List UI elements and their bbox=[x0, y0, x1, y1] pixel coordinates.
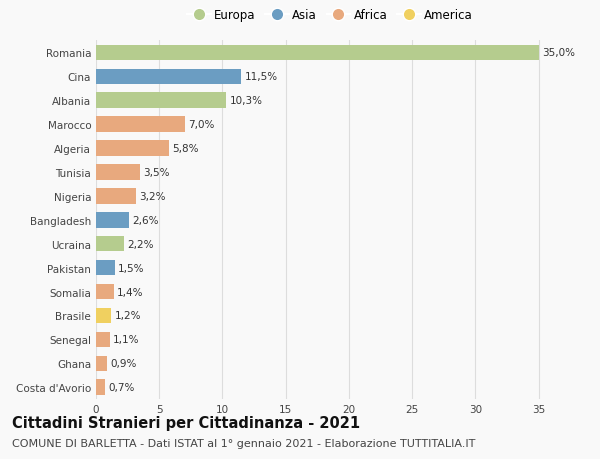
Text: 1,5%: 1,5% bbox=[118, 263, 145, 273]
Bar bbox=[96, 117, 185, 133]
Bar bbox=[96, 189, 136, 204]
Text: 3,5%: 3,5% bbox=[143, 168, 170, 178]
Bar bbox=[96, 236, 124, 252]
Bar bbox=[96, 45, 539, 61]
Text: 0,7%: 0,7% bbox=[108, 382, 134, 392]
Bar bbox=[96, 141, 169, 157]
Text: 0,9%: 0,9% bbox=[110, 358, 137, 369]
Bar bbox=[96, 69, 241, 85]
Bar bbox=[96, 260, 115, 276]
Text: 3,2%: 3,2% bbox=[140, 191, 166, 202]
Bar bbox=[96, 380, 105, 395]
Text: 35,0%: 35,0% bbox=[542, 48, 575, 58]
Text: 2,2%: 2,2% bbox=[127, 239, 154, 249]
Text: 1,4%: 1,4% bbox=[117, 287, 143, 297]
Legend: Europa, Asia, Africa, America: Europa, Asia, Africa, America bbox=[182, 4, 478, 27]
Text: Cittadini Stranieri per Cittadinanza - 2021: Cittadini Stranieri per Cittadinanza - 2… bbox=[12, 415, 360, 431]
Bar bbox=[96, 308, 111, 324]
Text: 1,1%: 1,1% bbox=[113, 335, 140, 345]
Text: 10,3%: 10,3% bbox=[229, 96, 262, 106]
Text: 11,5%: 11,5% bbox=[245, 72, 278, 82]
Text: 2,6%: 2,6% bbox=[132, 215, 158, 225]
Bar bbox=[96, 93, 226, 109]
Text: 7,0%: 7,0% bbox=[188, 120, 214, 130]
Bar bbox=[96, 356, 107, 371]
Bar bbox=[96, 284, 114, 300]
Bar bbox=[96, 332, 110, 347]
Text: COMUNE DI BARLETTA - Dati ISTAT al 1° gennaio 2021 - Elaborazione TUTTITALIA.IT: COMUNE DI BARLETTA - Dati ISTAT al 1° ge… bbox=[12, 438, 475, 448]
Bar bbox=[96, 165, 140, 180]
Text: 1,2%: 1,2% bbox=[115, 311, 141, 321]
Text: 5,8%: 5,8% bbox=[173, 144, 199, 154]
Bar bbox=[96, 213, 129, 228]
